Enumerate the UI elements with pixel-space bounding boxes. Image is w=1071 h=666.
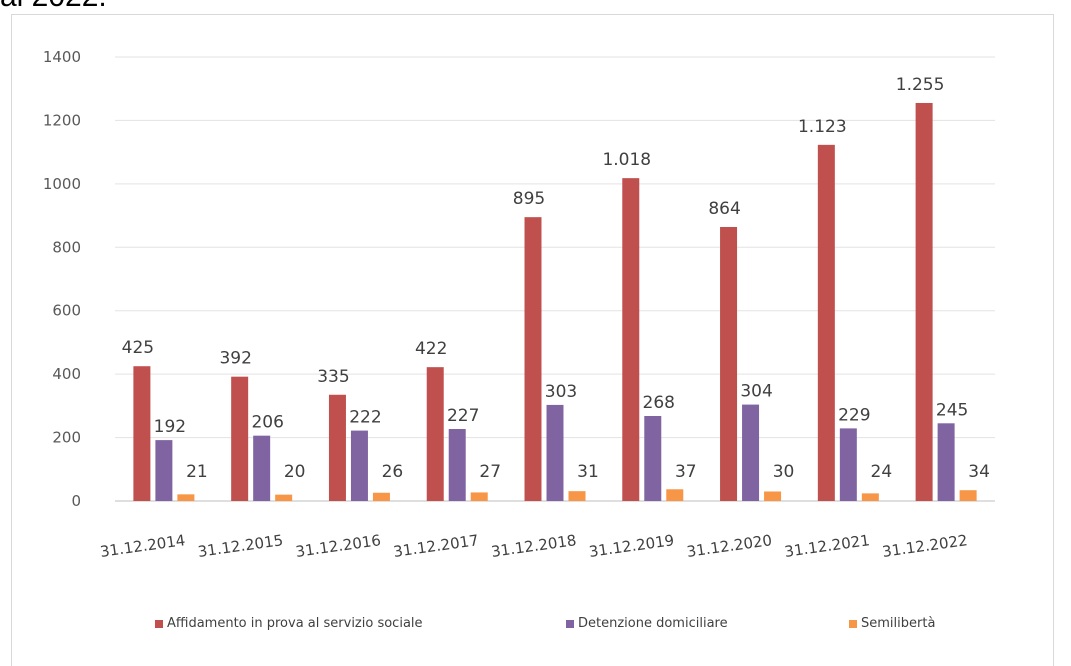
bar-semiliberta xyxy=(764,491,782,501)
legend-label: Affidamento in prova al servizio sociale xyxy=(167,616,423,631)
y-tick-label: 1400 xyxy=(43,48,81,66)
x-category-label: 31.12.2015 xyxy=(197,531,285,561)
data-label: 268 xyxy=(643,393,675,413)
y-tick-label: 800 xyxy=(52,238,81,256)
legend-item: Semilibertà xyxy=(849,616,935,631)
data-label: 895 xyxy=(513,189,545,209)
data-label: 425 xyxy=(122,338,154,358)
data-label: 304 xyxy=(740,382,772,402)
legend-swatch xyxy=(155,619,163,628)
bar-detenzione xyxy=(839,428,857,501)
bar-semiliberta xyxy=(666,489,684,501)
bar-semiliberta xyxy=(470,492,488,501)
data-label: 303 xyxy=(545,382,577,402)
bar-detenzione xyxy=(253,435,271,501)
data-label: 335 xyxy=(317,367,349,387)
data-label: 21 xyxy=(186,462,208,482)
x-category-label: 31.12.2018 xyxy=(490,531,578,561)
bar-affidamento xyxy=(426,367,444,501)
y-tick-label: 0 xyxy=(71,492,81,510)
legend-swatch xyxy=(849,619,857,628)
data-label: 20 xyxy=(284,462,306,482)
x-category-label: 31.12.2019 xyxy=(588,531,676,561)
bar-detenzione xyxy=(448,429,466,501)
bar-affidamento xyxy=(133,366,151,501)
y-tick-label: 1000 xyxy=(43,175,81,193)
data-label: 229 xyxy=(838,405,870,425)
legend-item: Affidamento in prova al servizio sociale xyxy=(155,616,423,631)
bar-chart: 0 200 400 600 800 1000 1200 1400 425 192 21 31.12.2… xyxy=(43,48,995,561)
chart-frame xyxy=(11,14,1054,666)
x-category-label: 31.12.2022 xyxy=(881,531,969,561)
data-label: 222 xyxy=(349,408,381,428)
data-label: 26 xyxy=(382,462,404,482)
bar-semiliberta xyxy=(275,494,293,501)
data-label: 37 xyxy=(675,462,697,482)
data-label: 392 xyxy=(219,349,251,369)
bar-affidamento xyxy=(328,394,346,501)
bar-detenzione xyxy=(644,416,662,501)
legend-label: Detenzione domiciliare xyxy=(578,616,728,631)
data-label: 34 xyxy=(968,462,990,482)
bar-detenzione xyxy=(350,430,368,501)
data-label: 227 xyxy=(447,406,479,426)
bar-detenzione xyxy=(937,423,955,501)
data-label: 1.018 xyxy=(602,150,651,170)
data-label: 1.123 xyxy=(798,117,847,137)
bar-detenzione xyxy=(546,404,564,501)
data-label: 192 xyxy=(154,417,186,437)
bar-affidamento xyxy=(622,178,640,502)
data-label: 422 xyxy=(415,339,447,359)
bar-semiliberta xyxy=(372,492,390,501)
x-category-label: 31.12.2016 xyxy=(294,531,382,561)
y-tick-label: 600 xyxy=(52,302,81,320)
data-label: 24 xyxy=(871,462,893,482)
x-category-label: 31.12.2014 xyxy=(99,531,187,561)
bar-affidamento xyxy=(817,144,835,501)
legend-swatch xyxy=(566,619,574,628)
x-category-label: 31.12.2021 xyxy=(783,531,871,561)
bar-semiliberta xyxy=(568,491,586,501)
bar-affidamento xyxy=(915,102,933,501)
bar-semiliberta xyxy=(177,494,195,501)
caption-fragment: al 2022. xyxy=(0,0,107,12)
data-label: 30 xyxy=(773,462,795,482)
bar-semiliberta xyxy=(861,493,879,501)
legend-label: Semilibertà xyxy=(861,616,936,631)
chart-legend: Affidamento in prova al servizio sociale… xyxy=(0,616,1071,636)
bar-detenzione xyxy=(742,404,760,501)
data-label: 1.255 xyxy=(896,75,945,95)
bar-detenzione xyxy=(155,440,173,501)
data-label: 245 xyxy=(936,400,968,420)
bar-semiliberta xyxy=(959,490,977,501)
y-tick-label: 1200 xyxy=(43,111,81,129)
legend-item: Detenzione domiciliare xyxy=(566,616,728,631)
y-tick-label: 200 xyxy=(52,429,81,447)
bar-affidamento xyxy=(524,217,542,501)
bar-affidamento xyxy=(720,226,738,501)
data-label: 31 xyxy=(577,462,599,482)
data-label: 27 xyxy=(479,462,501,482)
data-label: 864 xyxy=(708,199,740,219)
x-category-label: 31.12.2020 xyxy=(686,531,774,561)
y-tick-label: 400 xyxy=(52,365,81,383)
x-category-label: 31.12.2017 xyxy=(392,531,480,561)
bar-affidamento xyxy=(231,376,249,501)
data-label: 206 xyxy=(251,413,283,433)
